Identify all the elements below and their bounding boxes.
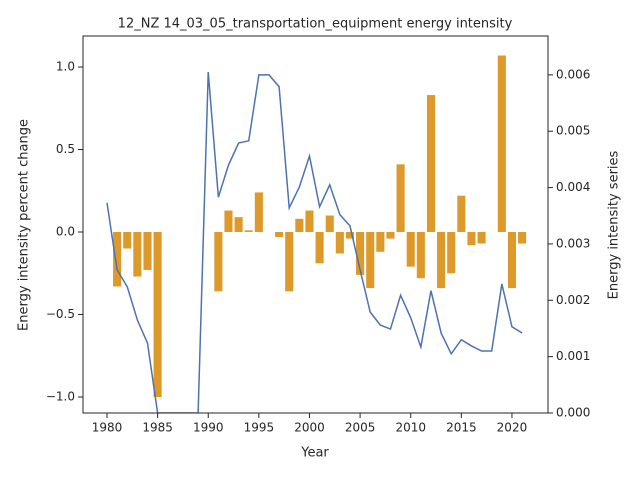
- y-axis-label: Energy intensity percent change: [17, 119, 32, 331]
- line: [106, 72, 523, 413]
- x-tick-label: 2015: [446, 421, 477, 435]
- bar: [295, 218, 304, 233]
- x-tick-label: 1980: [92, 421, 123, 435]
- bar: [214, 232, 223, 292]
- y-tick-label: 0.5: [56, 142, 75, 156]
- plot-area: [106, 55, 527, 413]
- bar: [396, 164, 405, 233]
- bar: [133, 232, 142, 277]
- x-tick-label: 2005: [345, 421, 376, 435]
- x-tick-label: 1985: [142, 421, 173, 435]
- axes-frame: [82, 35, 549, 414]
- y-tick-label: −1.0: [46, 389, 75, 403]
- bar: [244, 230, 253, 233]
- bar: [477, 232, 486, 244]
- bar: [335, 232, 344, 254]
- y2-axis-label: Energy intensity series: [607, 150, 622, 299]
- bar: [507, 232, 517, 289]
- bar: [345, 232, 355, 239]
- bar: [123, 232, 132, 249]
- bar: [153, 232, 162, 397]
- bar: [325, 215, 334, 233]
- y-tick-label: 1.0: [56, 60, 75, 74]
- y2-tick-label: 0.000: [556, 406, 590, 420]
- bar: [275, 232, 284, 237]
- bar: [376, 232, 385, 252]
- y2-tick-label: 0.003: [556, 236, 590, 250]
- bar: [224, 210, 233, 233]
- bar: [315, 232, 324, 264]
- bar: [406, 232, 415, 267]
- y2-tick-label: 0.004: [556, 180, 590, 194]
- bar: [457, 195, 466, 233]
- bar: [254, 192, 263, 233]
- x-tick-label: 1995: [244, 421, 275, 435]
- y2-tick-label: 0.002: [556, 293, 590, 307]
- y-tick-label: −0.5: [46, 307, 75, 321]
- y-tick-label: 0.0: [56, 225, 75, 239]
- bar: [518, 232, 527, 244]
- y2-tick-label: 0.006: [556, 67, 590, 81]
- bar: [467, 232, 476, 246]
- bar: [113, 232, 122, 287]
- x-tick-label: 2020: [497, 421, 528, 435]
- bar: [234, 217, 243, 233]
- bar: [305, 210, 314, 233]
- x-tick-label: 2000: [294, 421, 325, 435]
- x-axis-label: Year: [300, 446, 329, 461]
- y2-tick-label: 0.005: [556, 124, 590, 138]
- bar: [416, 232, 425, 279]
- x-tick-label: 1990: [193, 421, 224, 435]
- bar: [497, 55, 506, 233]
- bar: [285, 232, 294, 292]
- bar: [426, 95, 436, 233]
- x-tick-label: 2010: [395, 421, 426, 435]
- bar: [366, 232, 375, 289]
- chart-title: 12_NZ 14_03_05_transportation_equipment …: [118, 17, 513, 32]
- bar: [447, 232, 456, 274]
- y2-tick-label: 0.001: [556, 349, 590, 363]
- bar: [143, 232, 152, 270]
- bar: [356, 232, 365, 275]
- bar: [386, 232, 395, 239]
- bar: [437, 232, 446, 289]
